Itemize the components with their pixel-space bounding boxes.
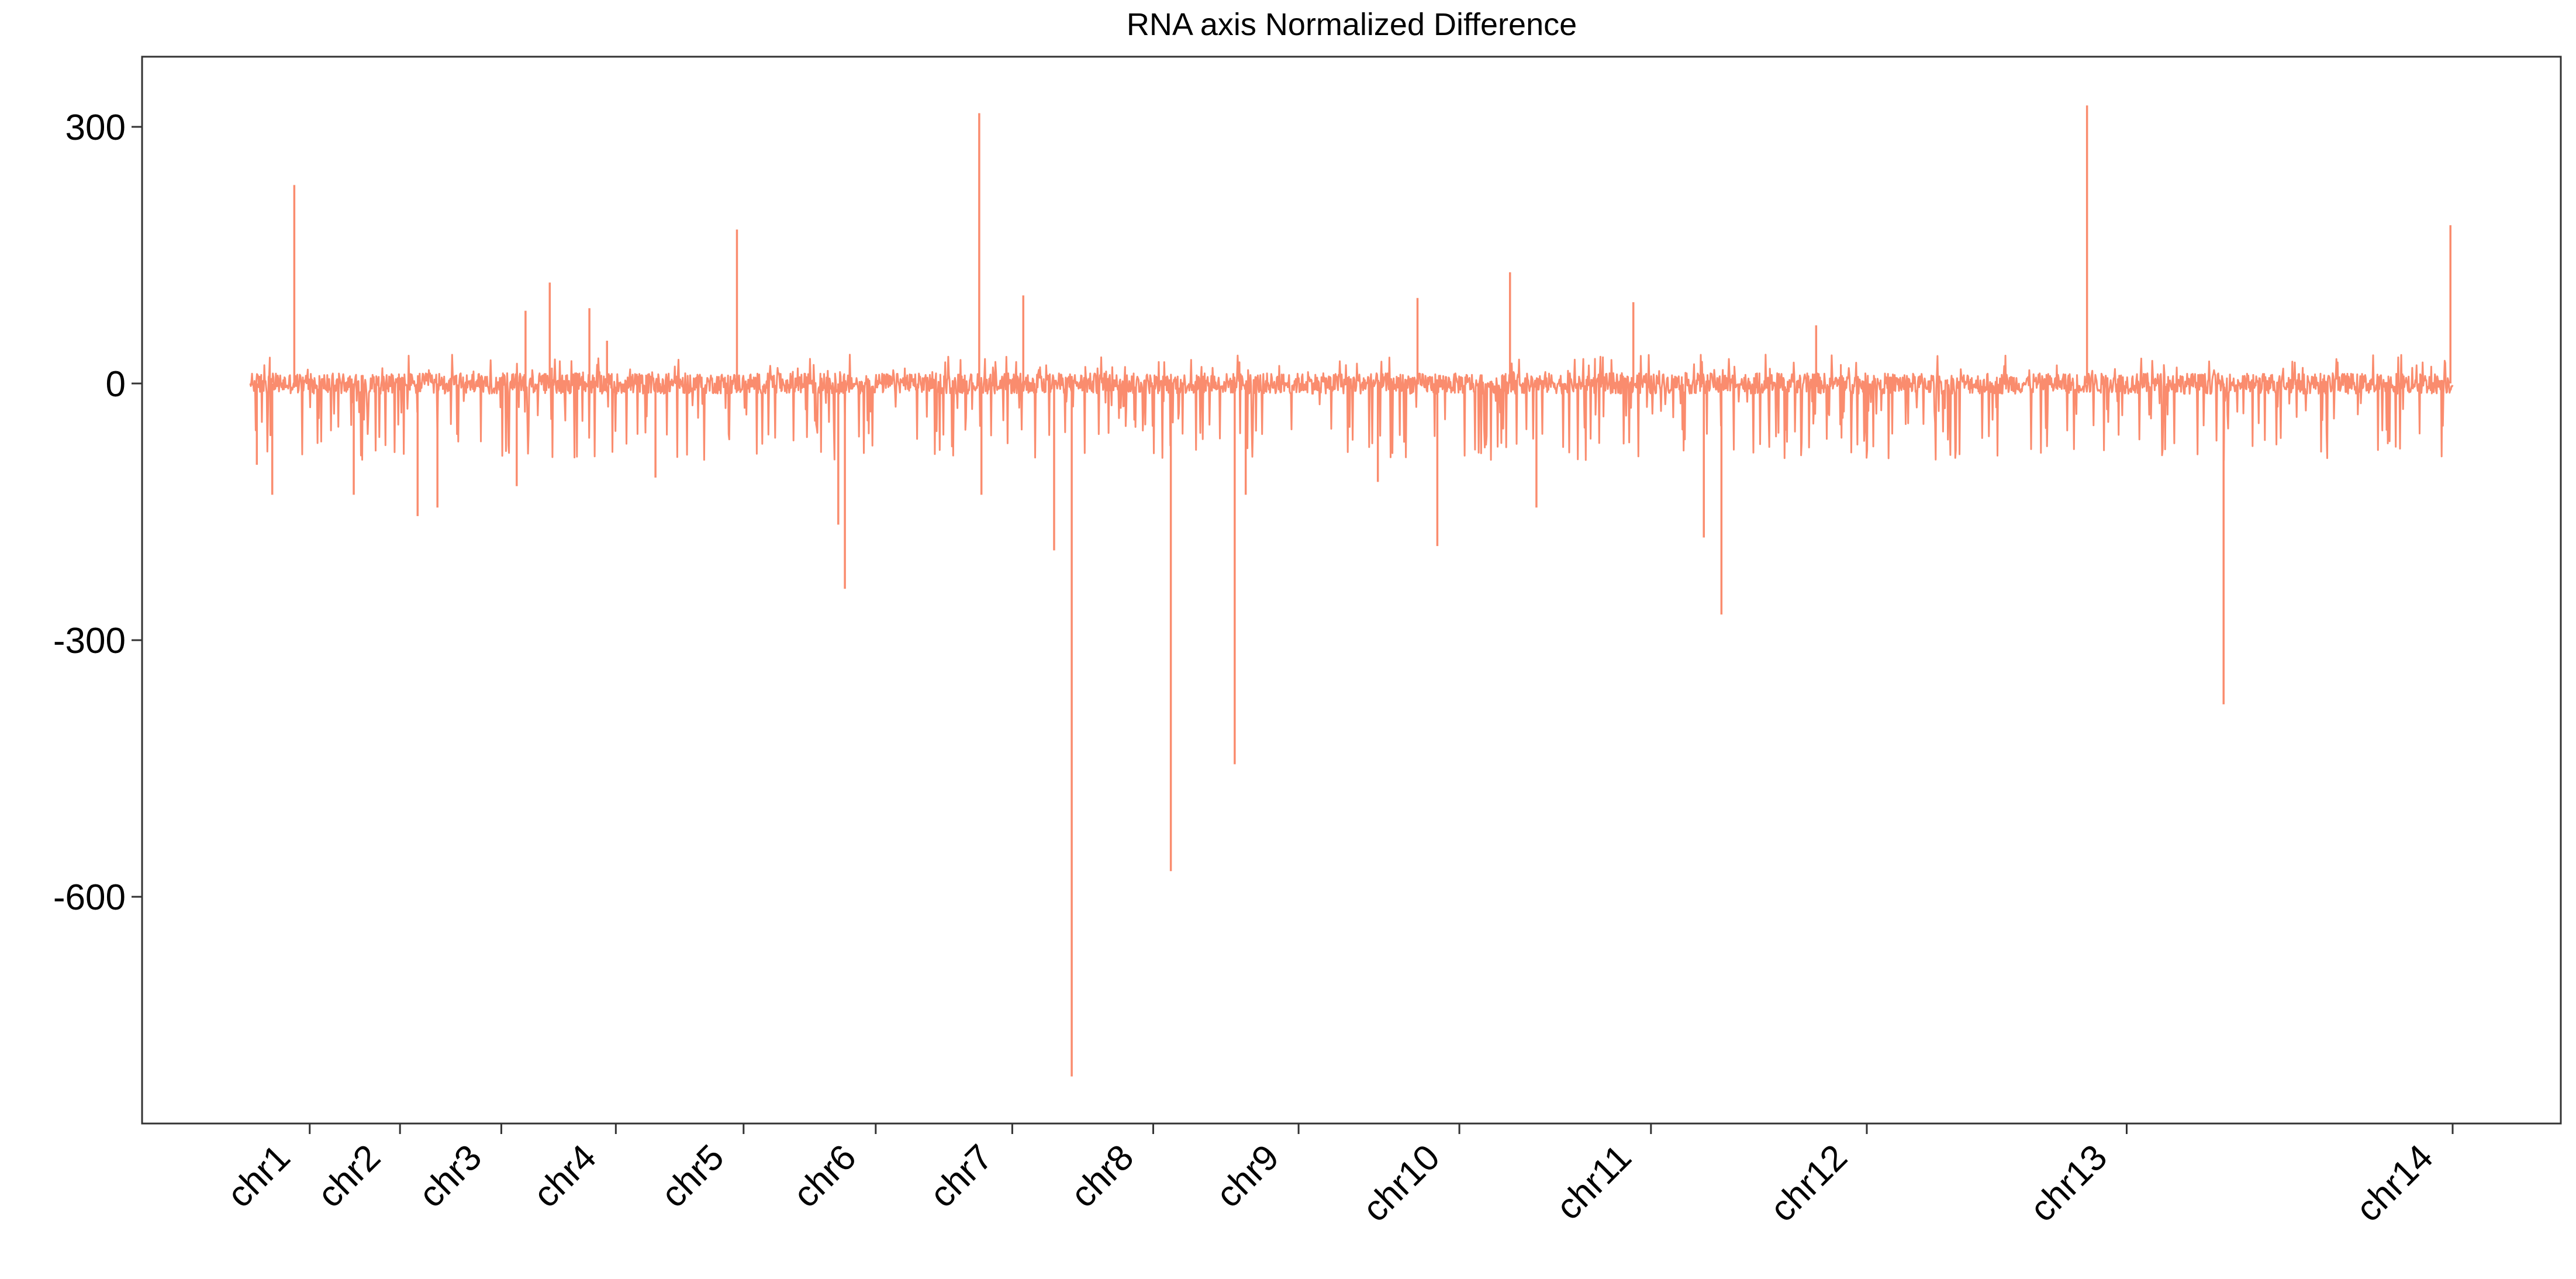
y-axis: 300 0 -300 -600 bbox=[53, 108, 142, 918]
y-tick-label: -300 bbox=[53, 621, 126, 661]
x-tick-label: chr1 bbox=[220, 1137, 298, 1215]
x-tick-label: chr8 bbox=[1063, 1137, 1141, 1215]
x-tick-label: chr7 bbox=[922, 1137, 1000, 1215]
x-tick-label: chr5 bbox=[654, 1137, 732, 1215]
x-tick-label: chr12 bbox=[1762, 1137, 1855, 1229]
x-tick-label: chr11 bbox=[1549, 1137, 1639, 1228]
x-tick-label: chr2 bbox=[310, 1137, 388, 1215]
y-tick-label: 0 bbox=[106, 364, 126, 405]
y-tick-label: -600 bbox=[53, 877, 126, 918]
y-tick-label: 300 bbox=[65, 108, 126, 148]
series-noise-band bbox=[249, 354, 2454, 461]
x-tick-label: chr10 bbox=[1355, 1137, 1448, 1229]
chart-title: RNA axis Normalized Difference bbox=[1127, 7, 1577, 42]
x-tick-label: chr9 bbox=[1208, 1137, 1287, 1215]
x-tick-label: chr4 bbox=[526, 1137, 604, 1215]
plot-frame bbox=[141, 56, 2562, 1125]
x-axis: chr1 chr2 chr3 chr4 chr5 chr6 chr7 chr8 chr9 chr1… bbox=[220, 1124, 2454, 1230]
x-tick-label: chr6 bbox=[786, 1137, 864, 1215]
x-tick-label: chr14 bbox=[2348, 1137, 2440, 1229]
difference-series bbox=[249, 105, 2454, 1077]
x-tick-label: chr3 bbox=[411, 1137, 489, 1215]
x-tick-label: chr13 bbox=[2022, 1137, 2115, 1229]
